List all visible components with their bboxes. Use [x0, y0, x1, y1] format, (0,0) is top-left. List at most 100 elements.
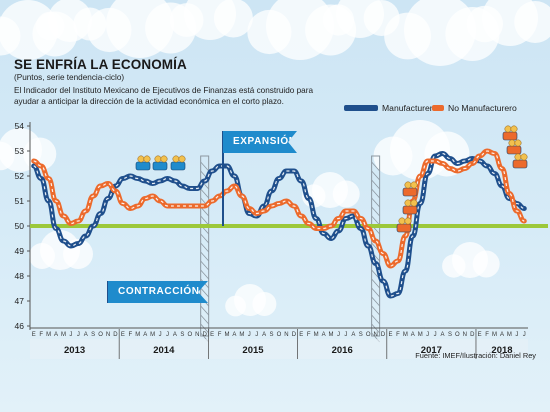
rider-cart-icon — [170, 161, 186, 171]
rider-cart-icon — [506, 145, 522, 155]
tower-strut — [371, 188, 380, 199]
cloud-shape — [322, 4, 354, 36]
x-month-label: F — [129, 332, 133, 338]
x-month-label: N — [284, 332, 288, 338]
legend-swatch-no-manufacturero — [432, 105, 444, 111]
tower-strut — [200, 161, 209, 172]
x-month-label: E — [478, 332, 482, 338]
legend-swatch-manufacturero — [344, 105, 378, 111]
rider-head-icon — [520, 153, 528, 161]
rider-head-icon — [514, 153, 522, 161]
year-band — [30, 339, 528, 359]
x-month-label: M — [329, 332, 334, 338]
cloud-shape — [332, 180, 360, 208]
rider-head-icon — [410, 181, 418, 189]
rider-head-icon — [510, 125, 518, 133]
chart-title: SE ENFRÍA LA ECONOMÍA — [14, 57, 187, 72]
x-month-label: A — [262, 332, 266, 338]
tower-strut — [371, 287, 380, 298]
y-tick-label: 46 — [15, 321, 25, 331]
x-month-label: J — [248, 332, 251, 338]
cloud-shape — [169, 3, 204, 37]
tower-strut — [371, 314, 380, 325]
rider-cart-icon — [402, 187, 418, 197]
x-month-label: S — [359, 332, 363, 338]
x-month-label: M — [492, 332, 497, 338]
x-month-label: M — [314, 332, 319, 338]
x-month-label: J — [69, 332, 72, 338]
y-tick-label: 53 — [15, 146, 25, 156]
x-month-label: N — [373, 332, 377, 338]
x-year-label: 2014 — [153, 345, 175, 356]
x-month-label: A — [351, 332, 355, 338]
rider-head-icon — [508, 139, 516, 147]
tower-strut — [371, 161, 380, 172]
rider-head-icon — [178, 155, 186, 163]
x-month-label: M — [150, 332, 155, 338]
tower-strut — [371, 206, 380, 217]
x-year-label: 2013 — [64, 345, 85, 356]
tower-strut — [371, 278, 380, 289]
x-month-label: D — [381, 332, 386, 338]
x-month-label: A — [143, 332, 147, 338]
x-month-label: M — [46, 332, 51, 338]
x-month-label: N — [463, 332, 467, 338]
rider-head-icon — [404, 199, 412, 207]
cloud-shape — [373, 136, 413, 176]
x-month-label: N — [106, 332, 110, 338]
x-month-label: M — [61, 332, 66, 338]
x-month-label: D — [292, 332, 297, 338]
x-month-label: A — [322, 332, 326, 338]
cloud-shape — [0, 141, 15, 171]
cloud-shape — [302, 184, 326, 208]
legend-label: Manufacturero — [382, 103, 438, 113]
x-month-label: M — [418, 332, 423, 338]
x-month-label: M — [403, 332, 408, 338]
x-month-label: D — [113, 332, 118, 338]
tower-strut — [371, 170, 380, 181]
x-month-label: O — [277, 332, 282, 338]
chart-subtitle: (Puntos, serie tendencia-ciclo) — [14, 73, 125, 82]
cloud-shape — [0, 16, 21, 56]
x-month-label: M — [239, 332, 244, 338]
tower-strut — [371, 215, 380, 226]
tower-strut — [200, 314, 209, 325]
tower-strut — [200, 188, 209, 199]
rider-head-icon — [398, 217, 406, 225]
x-month-label: O — [187, 332, 192, 338]
x-month-label: E — [32, 332, 36, 338]
x-month-label: F — [307, 332, 311, 338]
x-month-label: O — [366, 332, 371, 338]
cloud-shape — [35, 11, 65, 41]
x-month-label: A — [500, 332, 504, 338]
rider-head-icon — [410, 199, 418, 207]
x-month-label: J — [515, 332, 518, 338]
tower-strut — [371, 179, 380, 190]
x-month-label: O — [98, 332, 103, 338]
tower-strut — [200, 260, 209, 271]
tower-strut — [371, 296, 380, 307]
cloud-shape — [225, 295, 247, 317]
x-month-label: S — [270, 332, 274, 338]
rider-cart-icon — [396, 223, 412, 233]
tower-strut — [200, 305, 209, 316]
source-note: Fuente: IMEF/Ilustración: Daniel Rey — [415, 351, 536, 360]
x-month-label: O — [455, 332, 460, 338]
x-month-label: M — [135, 332, 140, 338]
rider-head-icon — [404, 181, 412, 189]
x-month-label: F — [218, 332, 222, 338]
x-month-label: E — [121, 332, 125, 338]
x-month-label: A — [54, 332, 58, 338]
y-tick-label: 52 — [15, 171, 25, 181]
y-tick-label: 49 — [15, 246, 25, 256]
x-month-label: J — [434, 332, 437, 338]
x-month-label: A — [173, 332, 177, 338]
x-month-label: J — [77, 332, 80, 338]
cloud-shape — [514, 1, 550, 43]
x-month-label: E — [210, 332, 214, 338]
tower-icon — [200, 155, 210, 337]
legend-item-manufacturero: Manufacturero — [344, 103, 437, 113]
cloud-shape — [29, 243, 55, 269]
